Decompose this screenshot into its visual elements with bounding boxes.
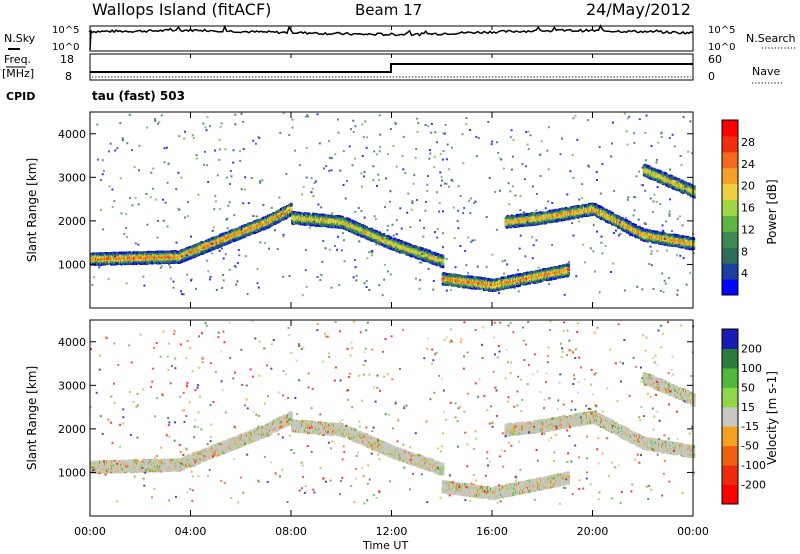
scatter-cell: [279, 214, 283, 217]
scatter-cell: [173, 256, 176, 260]
cpid-label: CPID: [6, 90, 35, 103]
scatter-cell: [297, 213, 300, 216]
scatter-cell: [413, 251, 417, 255]
nsky-tick-top: 10^5: [52, 25, 79, 36]
scatter-cell: [110, 263, 113, 266]
scatter-cell: [375, 230, 378, 233]
scatter-cell: [428, 252, 432, 255]
scatter-cell: [147, 261, 150, 265]
scatter-cell: [201, 241, 205, 245]
scatter-cell: [441, 256, 445, 259]
scatter-cell: [194, 248, 198, 252]
nave-label: Nave: [752, 65, 780, 78]
scatter-cell: [428, 250, 432, 253]
scatter-cell: [219, 235, 223, 239]
scatter-cell: [290, 207, 293, 211]
scatter-cell: [120, 262, 123, 266]
scatter-cell: [188, 246, 192, 249]
scatter-cell: [255, 229, 259, 232]
scatter-cell: [424, 249, 428, 252]
scatter-cell: [382, 233, 386, 236]
scatter-cell: [308, 213, 311, 216]
scatter-cell: [273, 222, 277, 225]
nave-tick-bottom: 0: [708, 70, 715, 83]
nsearch-tick-top: 10^5: [708, 25, 735, 36]
scatter-cell: [99, 252, 102, 256]
scatter-cell: [204, 248, 208, 251]
freq-label: Freq.: [4, 53, 31, 66]
scatter-cell: [441, 259, 445, 262]
freq-tick-top: 18: [60, 53, 74, 66]
scatter-cell: [441, 263, 445, 266]
scatter-cell: [272, 212, 276, 215]
scatter-cell: [409, 244, 413, 247]
scatter-cell: [262, 220, 266, 223]
scatter-cell: [422, 254, 426, 258]
scatter-cell: [132, 253, 135, 256]
scatter-cell: [381, 238, 384, 241]
scatter-cell: [296, 218, 299, 222]
scatter-cell: [241, 231, 245, 235]
scatter-cell: [359, 224, 362, 227]
scatter-cell: [238, 226, 242, 229]
scatter-cell: [224, 231, 228, 235]
scatter-cell: [129, 254, 132, 258]
freq-series: [90, 63, 693, 73]
scatter-cell: [429, 257, 433, 260]
nsky-tick-bottom: 10^0: [52, 42, 79, 53]
scatter-cell: [374, 233, 377, 237]
scatter-cell: [436, 253, 440, 256]
scatter-cell: [128, 251, 131, 254]
scatter-cell: [247, 230, 251, 234]
figure-title: Wallops Island (fitACF): [92, 0, 271, 19]
nsky-label: N.Sky: [4, 32, 36, 45]
scatter-cell: [145, 254, 148, 257]
scatter-cell: [141, 257, 144, 261]
scatter-cell: [163, 261, 166, 264]
scatter-cell: [316, 223, 319, 226]
scatter-cell: [90, 258, 93, 262]
nave-tick-top: 60: [708, 53, 722, 66]
scatter-cell: [285, 216, 288, 220]
scatter-cell: [365, 226, 368, 229]
scatter-cell: [192, 246, 196, 250]
scatter-cell: [290, 203, 293, 206]
power-scatter: [90, 112, 696, 297]
scatter-cell: [93, 252, 96, 256]
scatter-cell: [161, 258, 164, 262]
scatter-cell: [123, 256, 126, 260]
cpid-value: tau (fast) 503: [92, 89, 185, 103]
nsky-series: [88, 24, 694, 51]
scatter-cell: [267, 223, 271, 226]
scatter-cell: [247, 226, 251, 230]
scatter-cell: [301, 218, 304, 222]
scatter-cell: [160, 260, 163, 264]
scatter-cell: [332, 215, 335, 219]
nsearch-tick-bottom: 10^0: [708, 42, 735, 53]
beam-label: Beam 17: [355, 1, 422, 19]
mhz-label: [MHz]: [2, 67, 34, 80]
scatter-cell: [427, 255, 431, 259]
scatter-cell: [389, 237, 393, 240]
scatter-cell: [193, 244, 197, 247]
scatter-cell: [360, 231, 363, 234]
scatter-cell: [265, 220, 269, 224]
scatter-cell: [111, 255, 114, 258]
scatter-cell: [135, 260, 138, 264]
date-label: 24/May/2012: [586, 0, 691, 19]
scatter-cell: [441, 265, 445, 269]
nsearch-label: N.Search: [746, 32, 796, 45]
scatter-cell: [234, 233, 238, 236]
scatter-cell: [135, 262, 138, 265]
scatter-cell: [116, 262, 119, 265]
freq-tick-bottom: 8: [65, 70, 72, 83]
